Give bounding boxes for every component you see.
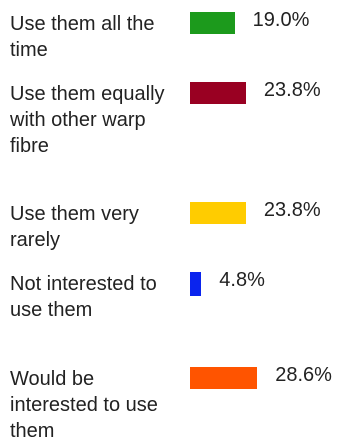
category-label: Would be interested to use them (10, 368, 158, 442)
bar (190, 202, 246, 224)
category-label: Use them all the time (10, 13, 155, 61)
category-label: Use them very rarely (10, 203, 139, 251)
value-label: 28.6% (275, 364, 332, 386)
value-label: 4.8% (219, 269, 265, 291)
bar (190, 367, 258, 389)
value-label: 19.0% (252, 9, 310, 31)
bar (190, 12, 235, 34)
value-label: 23.8% (263, 79, 321, 101)
bar (190, 272, 202, 296)
value-label: 23.8% (263, 199, 321, 221)
category-label: Use them equally with other warp fibre (10, 83, 165, 157)
category-label: Not interested to use them (10, 273, 157, 321)
bar (190, 82, 246, 104)
